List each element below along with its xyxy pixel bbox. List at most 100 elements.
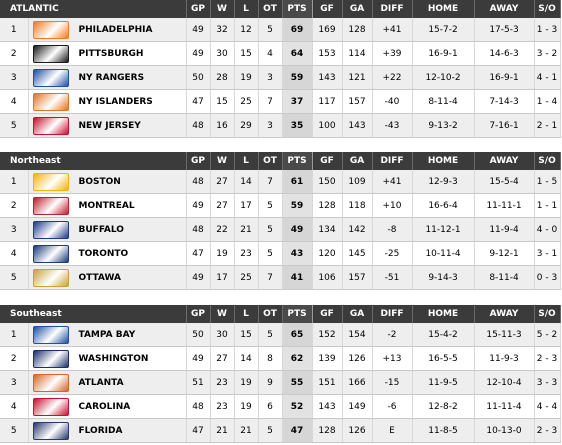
team-cell[interactable]: FLORIDA [28,418,187,443]
column-header-gf[interactable]: GF [312,152,343,170]
column-header-gf[interactable]: GF [312,0,343,18]
pittsburgh-penguins-logo[interactable] [32,44,69,63]
team-name-link[interactable]: BUFFALO [78,224,124,235]
boston-bruins-logo[interactable] [32,172,69,191]
atlanta-thrashers-logo[interactable] [32,373,69,392]
team-cell[interactable]: BUFFALO [28,217,187,242]
table-row[interactable]: 4 TORONTO 47 19 23 5 43 120 145 -25 10-11-4 9-12-1 3… [0,241,561,266]
stat-pts: 47 [282,418,313,443]
stat-diff: -8 [372,217,413,242]
column-header-gp[interactable]: GP [186,305,211,323]
team-cell[interactable]: NY RANGERS [28,65,187,90]
column-header-ga[interactable]: GA [342,0,373,18]
team-name-link[interactable]: ATLANTA [78,377,124,388]
table-row[interactable]: 4 CAROLINA 48 23 19 6 52 143 149 -6 12-8-2 11-11-4 4… [0,394,561,419]
column-header-w[interactable]: W [210,152,235,170]
column-header-so[interactable]: S/O [534,0,561,18]
column-header-so[interactable]: S/O [534,305,561,323]
stat-pts: 43 [282,241,313,266]
carolina-hurricanes-logo[interactable] [32,397,69,416]
table-row[interactable]: 1 BOSTON 48 27 14 7 61 150 109 +41 12-9-3 15-5-4 1 -… [0,170,561,194]
ny-islanders-logo[interactable] [32,92,69,111]
team-name-link[interactable]: PITTSBURGH [78,48,144,59]
column-header-away[interactable]: AWAY [474,152,535,170]
team-cell[interactable]: ATLANTA [28,370,187,395]
washington-capitals-logo[interactable] [32,349,69,368]
column-header-l[interactable]: L [234,152,259,170]
column-header-ot[interactable]: OT [258,152,283,170]
column-header-home[interactable]: HOME [412,152,475,170]
column-header-diff[interactable]: DIFF [372,0,413,18]
ottawa-senators-logo[interactable] [32,268,69,287]
column-header-so[interactable]: S/O [534,152,561,170]
new-jersey-devils-logo[interactable] [32,116,69,135]
column-header-ot[interactable]: OT [258,0,283,18]
ny-rangers-logo[interactable] [32,68,69,87]
team-name-link[interactable]: PHILADELPHIA [78,24,153,35]
team-name-link[interactable]: NY RANGERS [78,72,145,83]
team-name-link[interactable]: NEW JERSEY [78,120,141,131]
tampa-bay-lightning-logo[interactable] [32,325,69,344]
stat-l: 14 [234,170,259,194]
team-name-link[interactable]: CAROLINA [78,401,131,412]
stat-w: 22 [210,217,235,242]
team-name-link[interactable]: OTTAWA [78,272,122,283]
column-header-gp[interactable]: GP [186,152,211,170]
table-row[interactable]: 3 NY RANGERS 50 28 19 3 59 143 121 +22 12-10-2 16-9… [0,65,561,90]
team-name-link[interactable]: WASHINGTON [78,353,149,364]
team-name-link[interactable]: TORONTO [78,248,129,259]
table-row[interactable]: 2 PITTSBURGH 49 30 15 4 64 153 114 +39 16-9-1 14-6-… [0,41,561,66]
column-header-ga[interactable]: GA [342,305,373,323]
buffalo-sabres-logo[interactable] [32,220,69,239]
column-header-pts[interactable]: PTS [281,0,313,18]
table-row[interactable]: 1 TAMPA BAY 50 30 15 5 65 152 154 -2 15-4-2 15-11-3… [0,323,561,347]
team-cell[interactable]: CAROLINA [28,394,187,419]
toronto-maple-leafs-logo[interactable] [32,244,69,263]
column-header-diff[interactable]: DIFF [372,305,413,323]
team-name-link[interactable]: NY ISLANDERS [78,96,153,107]
table-row[interactable]: 3 ATLANTA 51 23 19 9 55 151 166 -15 11-9-5 12-10-4 3… [0,370,561,395]
column-header-away[interactable]: AWAY [474,305,535,323]
table-row[interactable]: 2 WASHINGTON 49 27 14 8 62 139 126 +13 16-5-5 11-9-… [0,346,561,371]
montreal-canadiens-logo[interactable] [32,196,69,215]
column-header-gf[interactable]: GF [312,305,343,323]
team-cell[interactable]: PITTSBURGH [28,41,187,66]
column-header-w[interactable]: W [210,0,235,18]
team-cell[interactable]: TAMPA BAY [28,323,187,347]
florida-panthers-logo[interactable] [32,421,69,440]
team-cell[interactable]: BOSTON [28,170,187,194]
team-cell[interactable]: MONTREAL [28,193,187,218]
table-row[interactable]: 4 NY ISLANDERS 47 15 25 7 37 117 157 -40 8-11-4 7-1… [0,89,561,114]
column-header-w[interactable]: W [210,305,235,323]
table-row[interactable]: 2 MONTREAL 49 27 17 5 59 128 118 +10 16-6-4 11-11-1… [0,193,561,218]
team-cell[interactable]: OTTAWA [28,265,187,290]
column-header-ot[interactable]: OT [258,305,283,323]
table-row[interactable]: 5 OTTAWA 49 17 25 7 41 106 157 -51 9-14-3 8-11-4 0 -… [0,265,561,290]
column-header-away[interactable]: AWAY [474,0,535,18]
column-header-l[interactable]: L [234,0,259,18]
column-header-diff[interactable]: DIFF [372,152,413,170]
team-cell[interactable]: TORONTO [28,241,187,266]
team-name-link[interactable]: FLORIDA [78,425,123,436]
column-header-home[interactable]: HOME [412,305,475,323]
table-row[interactable]: 5 FLORIDA 47 21 21 5 47 128 126 E 11-8-5 10-13-0 2 -… [0,418,561,443]
column-header-pts[interactable]: PTS [281,305,313,323]
team-cell[interactable]: NEW JERSEY [28,113,187,138]
column-header-gp[interactable]: GP [186,0,211,18]
team-name-link[interactable]: BOSTON [78,176,121,187]
team-name-link[interactable]: TAMPA BAY [78,329,136,340]
table-row[interactable]: 1 PHILADELPHIA 49 32 12 5 69 169 128 +41 15-7-2 17-… [0,18,561,42]
team-name-link[interactable]: MONTREAL [78,200,135,211]
table-row[interactable]: 5 NEW JERSEY 48 16 29 3 35 100 143 -43 9-13-2 7-16-… [0,113,561,138]
column-header-home[interactable]: HOME [412,0,475,18]
team-cell[interactable]: NY ISLANDERS [28,89,187,114]
stat-away: 14-6-3 [474,41,535,66]
column-header-pts[interactable]: PTS [281,152,313,170]
rank-cell: 4 [0,89,29,114]
team-cell[interactable]: PHILADELPHIA [28,18,187,42]
column-header-l[interactable]: L [234,305,259,323]
column-header-ga[interactable]: GA [342,152,373,170]
table-row[interactable]: 3 BUFFALO 48 22 21 5 49 134 142 -8 11-12-1 11-9-4 4 … [0,217,561,242]
philadelphia-flyers-logo[interactable] [32,20,69,39]
team-cell[interactable]: WASHINGTON [28,346,187,371]
